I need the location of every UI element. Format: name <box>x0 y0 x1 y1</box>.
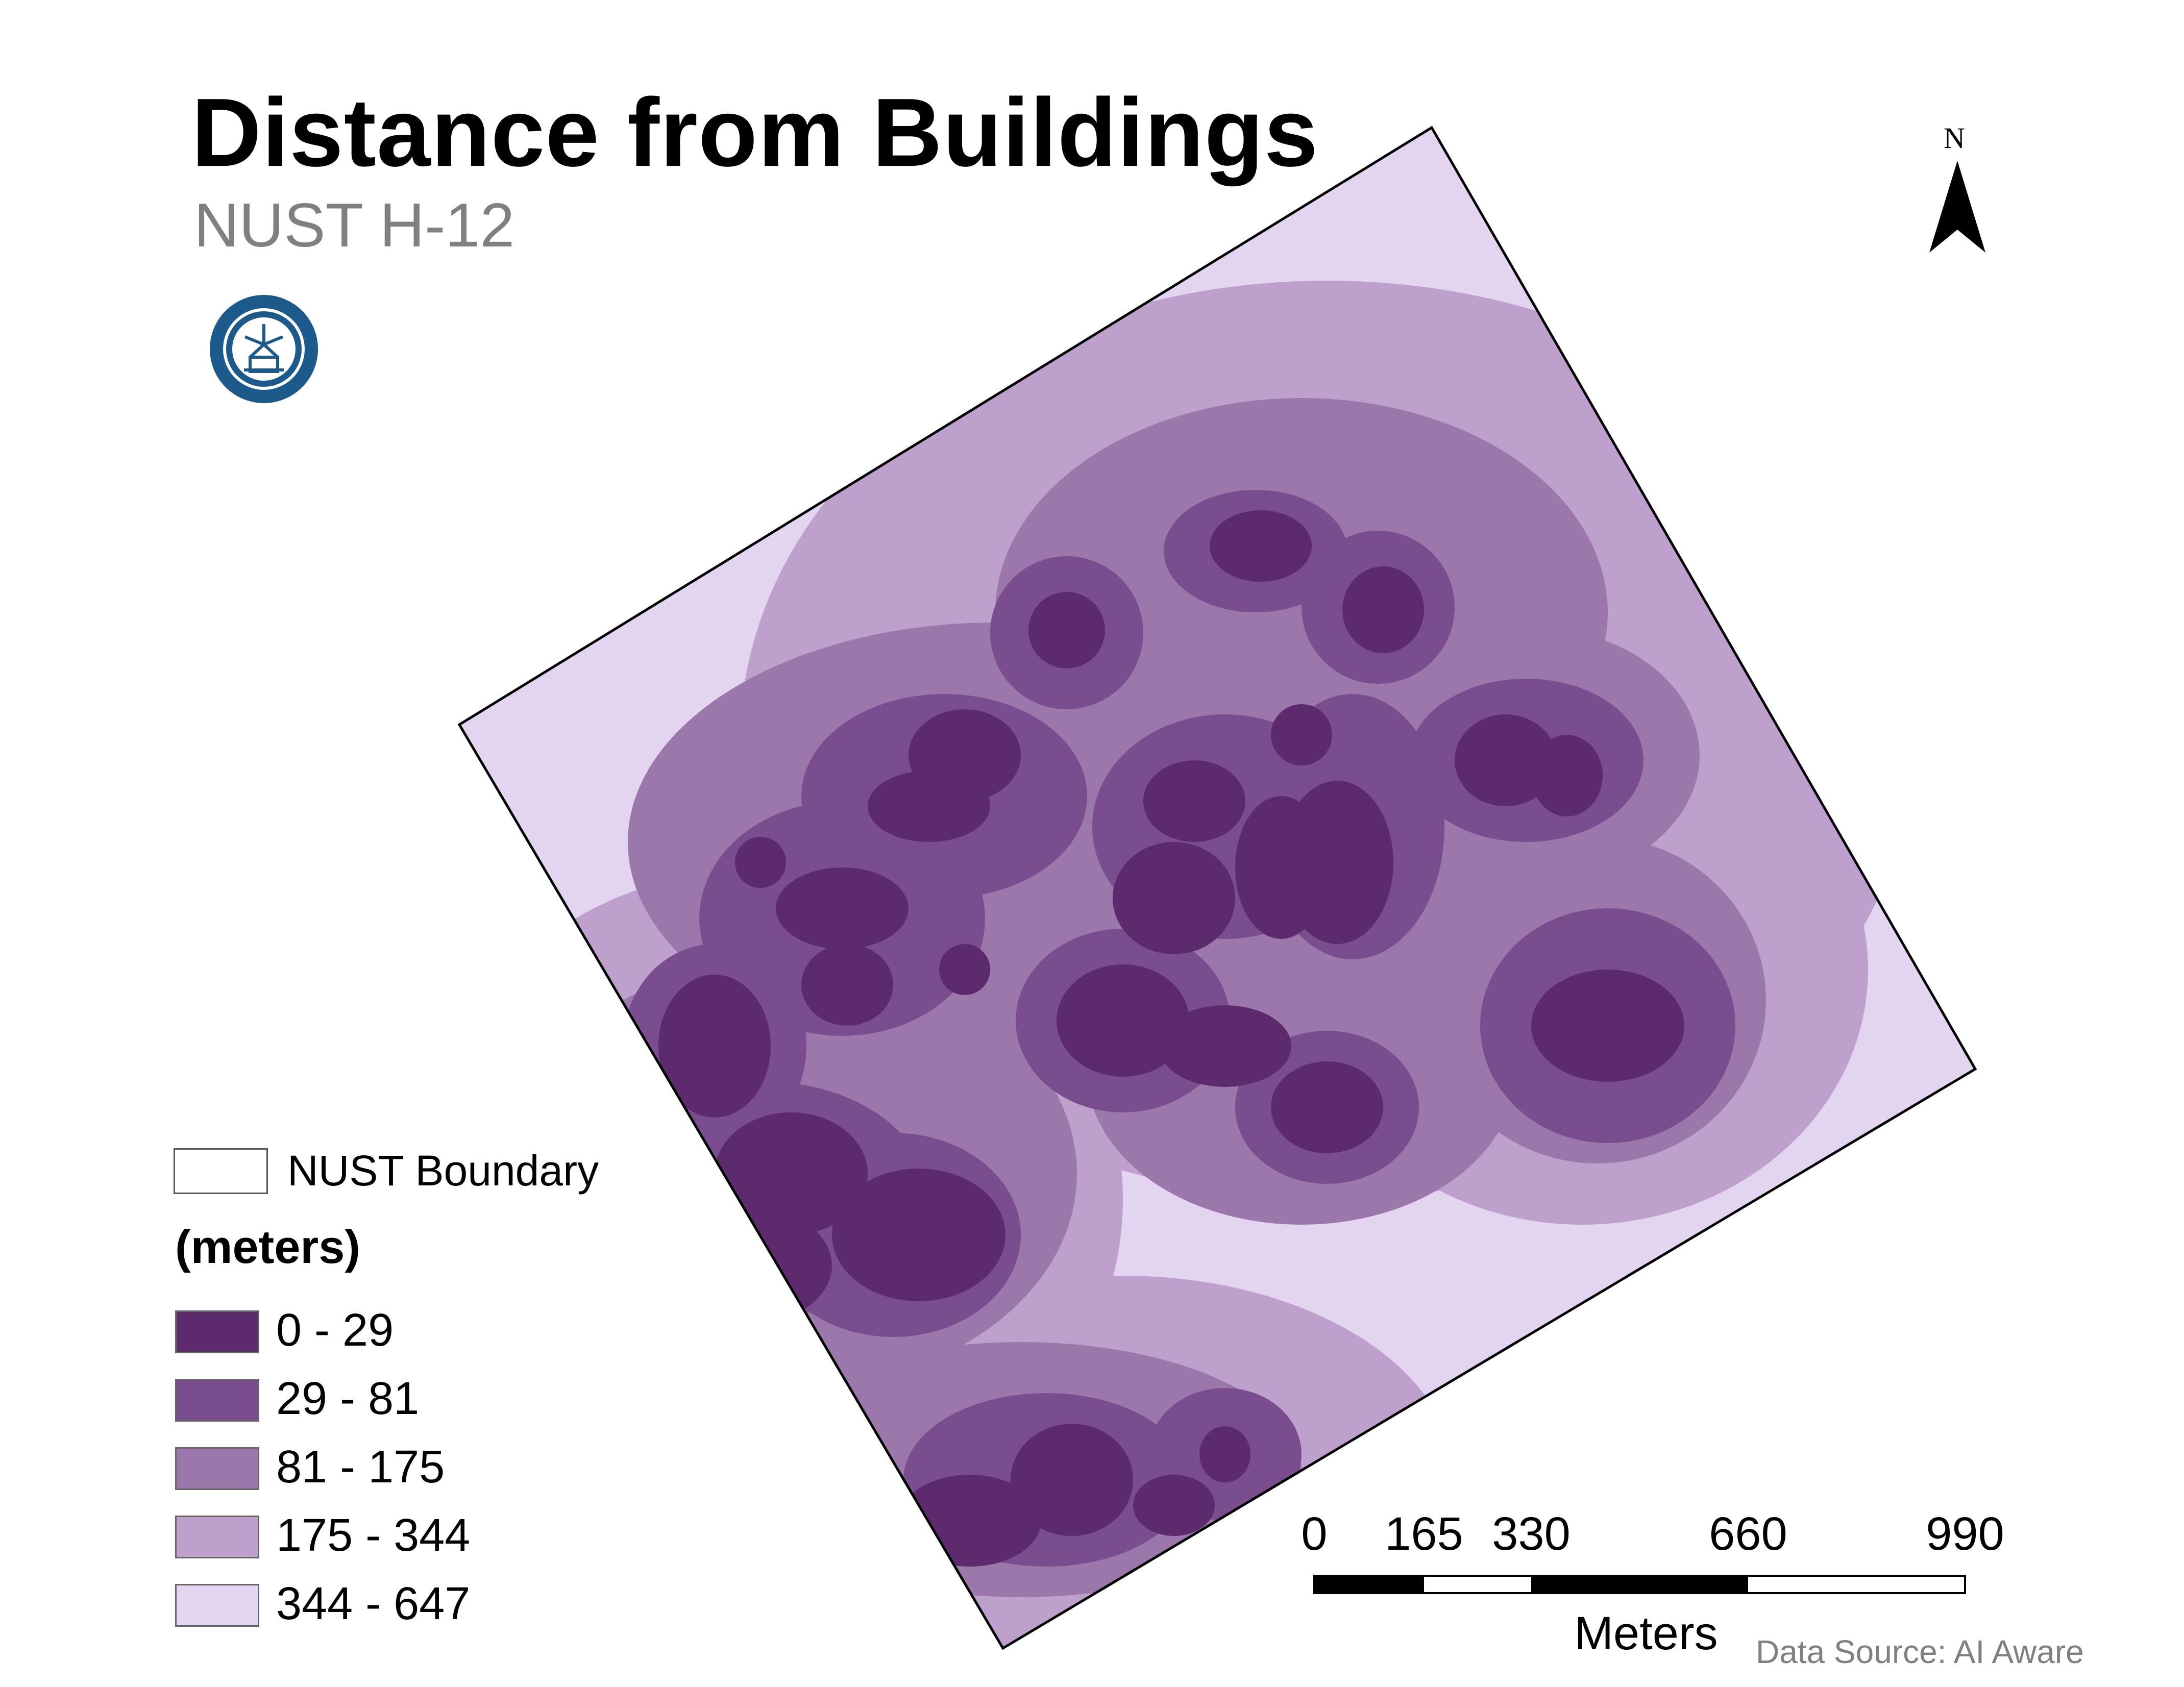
scale-units-label: Meters <box>1574 1607 1718 1659</box>
legend-label: 0 - 29 <box>276 1305 394 1356</box>
legend-swatch <box>175 1379 259 1422</box>
legend-item: 344 - 647 <box>175 1578 634 1635</box>
map-subtitle: NUST H-12 <box>194 190 515 260</box>
legend-label: 344 - 647 <box>276 1578 471 1629</box>
legend-unit-label: (meters) <box>175 1221 361 1273</box>
scale-tick-label: 0 <box>1301 1508 1328 1560</box>
map-title: Distance from Buildings <box>191 79 1319 187</box>
north-arrow-icon <box>1929 161 1985 253</box>
data-source-text: Data Source: AI Aware <box>1756 1633 2084 1670</box>
scale-tick-label: 330 <box>1492 1508 1570 1560</box>
legend-swatch <box>175 1447 259 1490</box>
legend-item: 81 - 175 <box>175 1442 634 1498</box>
scale-bar: 0 165 330 660 990 Meters <box>1296 1510 2021 1679</box>
scale-tick-label: 165 <box>1385 1508 1463 1560</box>
legend-swatch <box>175 1310 259 1353</box>
nust-boundary-outline <box>457 126 1977 1650</box>
legend-label: 29 - 81 <box>276 1373 420 1424</box>
legend-swatch <box>175 1516 259 1558</box>
north-arrow-label: N <box>1944 121 1965 155</box>
legend-swatch <box>175 1584 259 1627</box>
nust-seal-logo <box>210 295 318 403</box>
legend-boundary-swatch <box>174 1148 268 1194</box>
legend-label: 175 - 344 <box>276 1510 471 1561</box>
legend-boundary-label: NUST Boundary <box>287 1147 599 1195</box>
legend-item: 29 - 81 <box>175 1373 634 1430</box>
legend-label: 81 - 175 <box>276 1442 445 1493</box>
legend-item: 175 - 344 <box>175 1512 634 1567</box>
scale-tick-label: 660 <box>1709 1508 1787 1560</box>
legend-item: 0 - 29 <box>175 1305 634 1361</box>
scale-tick-label: 990 <box>1926 1508 2004 1560</box>
scale-bar-graphic <box>1313 1575 1966 1594</box>
